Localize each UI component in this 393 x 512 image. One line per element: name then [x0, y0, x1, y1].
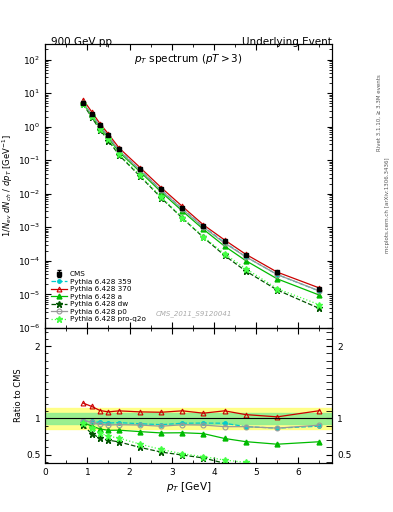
Pythia 6.428 dw: [81, 101, 86, 107]
Legend: CMS, Pythia 6.428 359, Pythia 6.428 370, Pythia 6.428 a, Pythia 6.428 dw, Pythia: CMS, Pythia 6.428 359, Pythia 6.428 370,…: [49, 269, 148, 324]
Pythia 6.428 dw: [222, 252, 227, 259]
Pythia 6.428 dw: [159, 195, 163, 201]
Pythia 6.428 pro-q2o: [89, 113, 94, 119]
Pythia 6.428 370: [98, 121, 103, 127]
Pythia 6.428 359: [317, 288, 322, 294]
Pythia 6.428 pro-q2o: [159, 194, 163, 200]
Line: Pythia 6.428 dw: Pythia 6.428 dw: [80, 101, 323, 312]
Pythia 6.428 a: [117, 149, 121, 155]
Line: Pythia 6.428 359: Pythia 6.428 359: [81, 101, 321, 293]
Pythia 6.428 a: [275, 276, 279, 282]
Pythia 6.428 p0: [98, 123, 103, 130]
Pythia 6.428 p0: [138, 167, 143, 174]
Pythia 6.428 pro-q2o: [275, 286, 279, 292]
Pythia 6.428 pro-q2o: [117, 151, 121, 157]
Pythia 6.428 p0: [89, 112, 94, 118]
Pythia 6.428 359: [138, 167, 143, 173]
Pythia 6.428 359: [81, 100, 86, 106]
Pythia 6.428 p0: [201, 224, 206, 230]
Pythia 6.428 p0: [222, 240, 227, 246]
Pythia 6.428 370: [117, 145, 121, 151]
Pythia 6.428 359: [243, 253, 248, 260]
Pythia 6.428 pro-q2o: [98, 125, 103, 132]
Pythia 6.428 p0: [81, 100, 86, 106]
Pythia 6.428 pro-q2o: [243, 265, 248, 271]
Pythia 6.428 370: [275, 269, 279, 275]
Pythia 6.428 359: [275, 271, 279, 278]
Pythia 6.428 pro-q2o: [317, 302, 322, 308]
Pythia 6.428 dw: [98, 127, 103, 133]
Text: CMS_2011_S9120041: CMS_2011_S9120041: [156, 310, 233, 316]
Pythia 6.428 359: [98, 123, 103, 129]
Pythia 6.428 a: [98, 124, 103, 131]
Pythia 6.428 dw: [243, 268, 248, 274]
Pythia 6.428 p0: [243, 253, 248, 260]
Line: Pythia 6.428 a: Pythia 6.428 a: [81, 101, 322, 297]
Pythia 6.428 370: [243, 251, 248, 257]
Pythia 6.428 a: [201, 226, 206, 232]
Line: Pythia 6.428 370: Pythia 6.428 370: [81, 97, 322, 290]
Pythia 6.428 a: [180, 208, 185, 214]
X-axis label: $p_T\ [\mathrm{GeV}]$: $p_T\ [\mathrm{GeV}]$: [166, 480, 211, 494]
Pythia 6.428 a: [222, 243, 227, 249]
Pythia 6.428 370: [317, 285, 322, 291]
Pythia 6.428 370: [106, 131, 111, 137]
Pythia 6.428 dw: [138, 173, 143, 179]
Text: Underlying Event: Underlying Event: [242, 37, 332, 48]
Pythia 6.428 a: [81, 100, 86, 106]
Pythia 6.428 a: [317, 292, 322, 298]
Pythia 6.428 359: [159, 187, 163, 193]
Text: mcplots.cern.ch [arXiv:1306.3436]: mcplots.cern.ch [arXiv:1306.3436]: [385, 157, 389, 252]
Pythia 6.428 a: [138, 169, 143, 175]
Pythia 6.428 p0: [180, 206, 185, 212]
Text: Rivet 3.1.10, ≥ 3.3M events: Rivet 3.1.10, ≥ 3.3M events: [377, 74, 382, 151]
Pythia 6.428 370: [222, 237, 227, 243]
Pythia 6.428 370: [159, 184, 163, 190]
Text: 900 GeV pp: 900 GeV pp: [51, 37, 112, 48]
Pythia 6.428 dw: [106, 137, 111, 143]
Pythia 6.428 pro-q2o: [138, 172, 143, 178]
Pythia 6.428 a: [243, 258, 248, 264]
Pythia 6.428 a: [159, 189, 163, 195]
Pythia 6.428 370: [89, 109, 94, 115]
Pythia 6.428 pro-q2o: [81, 100, 86, 106]
Pythia 6.428 359: [222, 239, 227, 245]
Line: Pythia 6.428 p0: Pythia 6.428 p0: [81, 100, 322, 293]
Pythia 6.428 p0: [317, 288, 322, 294]
Pythia 6.428 370: [138, 164, 143, 170]
Y-axis label: $1/N_{ev}\ dN_{ch}\ /\ dp_T\ [\mathrm{GeV}^{-1}]$: $1/N_{ev}\ dN_{ch}\ /\ dp_T\ [\mathrm{Ge…: [1, 134, 15, 237]
Pythia 6.428 dw: [117, 152, 121, 158]
Pythia 6.428 359: [201, 224, 206, 230]
Pythia 6.428 p0: [275, 271, 279, 278]
Pythia 6.428 pro-q2o: [180, 215, 185, 221]
Line: Pythia 6.428 pro-q2o: Pythia 6.428 pro-q2o: [80, 100, 323, 308]
Pythia 6.428 359: [180, 206, 185, 212]
Pythia 6.428 359: [89, 112, 94, 118]
Pythia 6.428 pro-q2o: [106, 136, 111, 142]
Pythia 6.428 a: [106, 135, 111, 141]
Pythia 6.428 359: [106, 133, 111, 139]
Pythia 6.428 dw: [275, 287, 279, 293]
Pythia 6.428 p0: [106, 134, 111, 140]
Pythia 6.428 pro-q2o: [201, 234, 206, 240]
Pythia 6.428 370: [81, 97, 86, 103]
Pythia 6.428 dw: [180, 215, 185, 221]
Pythia 6.428 a: [89, 113, 94, 119]
Pythia 6.428 p0: [117, 147, 121, 154]
Pythia 6.428 dw: [317, 305, 322, 311]
Text: $p_T\ \mathrm{spectrum}\ (pT > 3)$: $p_T\ \mathrm{spectrum}\ (pT > 3)$: [134, 52, 243, 66]
Pythia 6.428 dw: [201, 234, 206, 241]
Pythia 6.428 370: [180, 203, 185, 209]
Pythia 6.428 359: [117, 147, 121, 153]
Pythia 6.428 370: [201, 222, 206, 228]
Pythia 6.428 dw: [89, 114, 94, 120]
Pythia 6.428 pro-q2o: [222, 251, 227, 257]
Y-axis label: Ratio to CMS: Ratio to CMS: [14, 369, 23, 422]
Pythia 6.428 p0: [159, 187, 163, 194]
